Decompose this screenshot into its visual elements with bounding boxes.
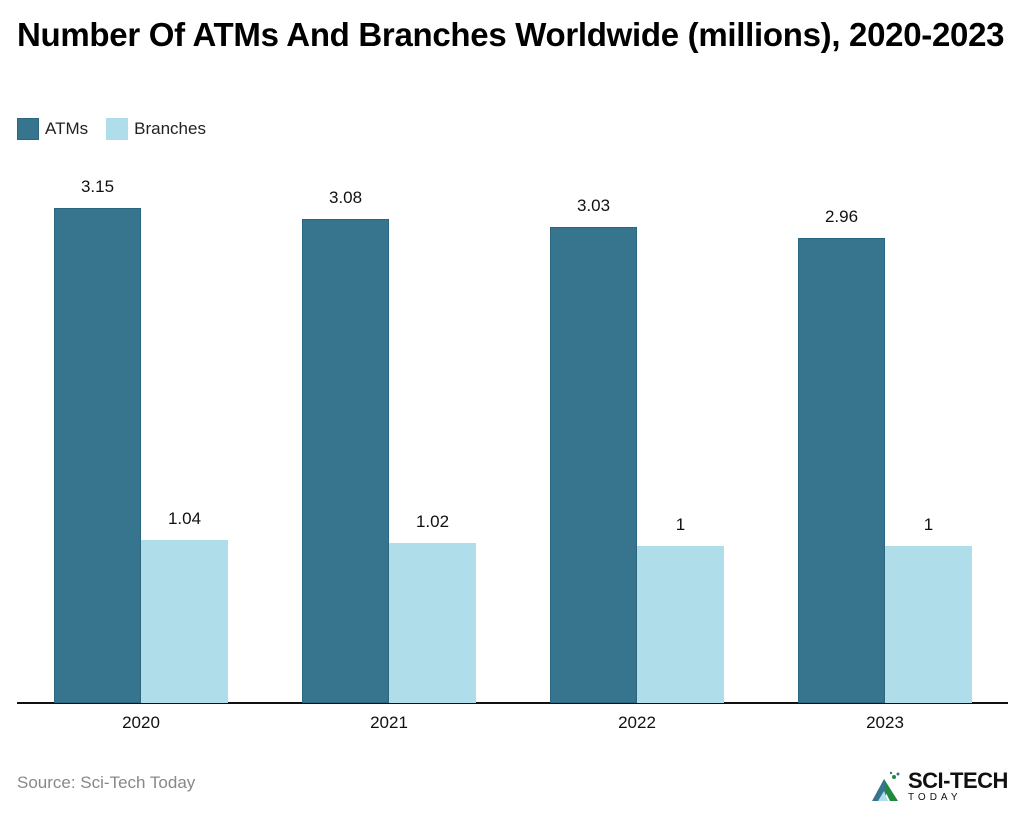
data-label-atms-2022: 3.03 xyxy=(576,196,611,215)
bar-atms-2021 xyxy=(302,219,389,703)
data-label-branches-2022: 1 xyxy=(675,515,686,534)
bar-branches-2023 xyxy=(885,546,972,703)
bar-branches-2020 xyxy=(141,540,228,703)
legend-swatch-atms xyxy=(17,118,39,140)
x-tick-label-2023: 2023 xyxy=(866,713,904,732)
source-note: Source: Sci-Tech Today xyxy=(17,773,196,792)
bar-atms-2023 xyxy=(798,238,885,703)
legend-label-branches: Branches xyxy=(134,119,206,138)
bar-atms-2022 xyxy=(550,227,637,703)
legend-item-branches: Branches xyxy=(106,118,206,140)
x-tick-label-2021: 2021 xyxy=(370,713,408,732)
x-tick-label-2020: 2020 xyxy=(122,713,160,732)
bar-branches-2022 xyxy=(637,546,724,703)
data-label-branches-2021: 1.02 xyxy=(415,512,450,531)
logo-main-text: SCI-TECH xyxy=(908,768,1008,793)
bar-atms-2020 xyxy=(54,208,141,703)
legend-swatch-branches xyxy=(106,118,129,140)
logo-sub-text: TODAY xyxy=(908,792,962,803)
legend-item-atms: ATMs xyxy=(17,118,88,140)
legend-label-atms: ATMs xyxy=(45,119,89,138)
brand-logo: SCI-TECH TODAY xyxy=(870,770,1008,803)
data-label-atms-2023: 2.96 xyxy=(824,207,859,226)
x-axis-line xyxy=(17,702,1008,704)
legend: ATMs Branches xyxy=(17,118,224,140)
data-label-branches-2023: 1 xyxy=(923,515,934,534)
data-label-atms-2020: 3.15 xyxy=(80,177,115,196)
data-label-atms-2021: 3.08 xyxy=(328,188,363,207)
data-label-branches-2020: 1.04 xyxy=(167,509,202,528)
logo-mark-icon xyxy=(872,771,900,801)
chart-title: Number Of ATMs And Branches Worldwide (m… xyxy=(17,16,1005,53)
x-tick-label-2022: 2022 xyxy=(618,713,656,732)
bar-branches-2021 xyxy=(389,543,476,703)
